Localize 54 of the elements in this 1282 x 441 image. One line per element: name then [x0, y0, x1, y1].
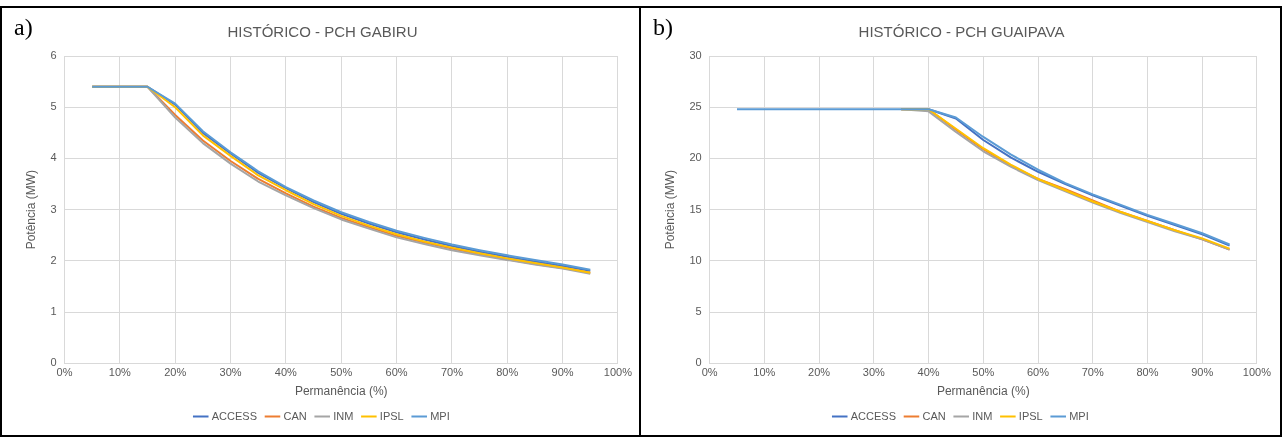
- legend-label: IPSL: [379, 409, 404, 422]
- legend-label: INM: [972, 409, 993, 422]
- x-tick-label: 90%: [1191, 366, 1214, 379]
- x-tick-label: 30%: [219, 366, 242, 379]
- chart-title: HISTÓRICO - PCH GABIRU: [227, 23, 418, 41]
- legend-label: ACCESS: [850, 409, 896, 422]
- y-tick-label: 2: [50, 253, 57, 266]
- y-tick-label: 30: [689, 49, 702, 62]
- x-axis-title: Permanência (%): [294, 384, 388, 399]
- legend-label: INM: [333, 409, 354, 422]
- x-tick-label: 70%: [1081, 366, 1104, 379]
- x-tick-label: 10%: [753, 366, 776, 379]
- x-tick-label: 80%: [1136, 366, 1159, 379]
- legend-label: MPI: [430, 409, 450, 422]
- legend-label: ACCESS: [211, 409, 257, 422]
- y-axis-title: Potência (MW): [23, 170, 38, 250]
- x-tick-label: 100%: [1242, 366, 1272, 379]
- legend-label: CAN: [922, 409, 946, 422]
- x-tick-label: 60%: [385, 366, 408, 379]
- y-tick-label: 0: [50, 356, 57, 369]
- x-tick-label: 60%: [1027, 366, 1050, 379]
- x-tick-label: 0%: [56, 366, 73, 379]
- x-tick-label: 30%: [862, 366, 886, 379]
- y-tick-label: 25: [689, 100, 702, 113]
- x-tick-label: 70%: [440, 366, 464, 379]
- y-tick-label: 20: [689, 151, 702, 164]
- y-tick-label: 6: [50, 49, 57, 62]
- text: b): [653, 14, 673, 41]
- x-tick-label: 0%: [701, 366, 718, 379]
- text: a): [14, 14, 33, 41]
- x-tick-label: 50%: [972, 366, 995, 379]
- y-axis-title: Potência (MW): [662, 170, 677, 250]
- y-tick-label: 1: [50, 305, 57, 318]
- x-tick-label: 40%: [917, 366, 940, 379]
- x-tick-label: 100%: [603, 366, 633, 379]
- y-tick-label: 3: [50, 202, 57, 215]
- y-tick-label: 4: [50, 151, 57, 164]
- x-tick-label: 40%: [274, 366, 298, 379]
- y-tick-label: 15: [689, 202, 702, 215]
- legend-label: MPI: [1069, 409, 1089, 422]
- y-tick-label: 5: [695, 305, 702, 318]
- y-tick-label: 10: [689, 253, 702, 266]
- x-tick-label: 90%: [551, 366, 574, 379]
- legend-label: IPSL: [1018, 409, 1043, 422]
- legend-label: CAN: [283, 409, 307, 422]
- chart-title: HISTÓRICO - PCH GUAIPAVA: [858, 23, 1065, 41]
- y-tick-label: 0: [695, 356, 702, 369]
- x-tick-label: 10%: [108, 366, 132, 379]
- x-tick-label: 20%: [808, 366, 831, 379]
- x-tick-label: 50%: [330, 366, 353, 379]
- y-tick-label: 5: [50, 100, 57, 113]
- x-tick-label: 20%: [164, 366, 187, 379]
- x-tick-label: 80%: [496, 366, 519, 379]
- x-axis-title: Permanência (%): [936, 384, 1030, 399]
